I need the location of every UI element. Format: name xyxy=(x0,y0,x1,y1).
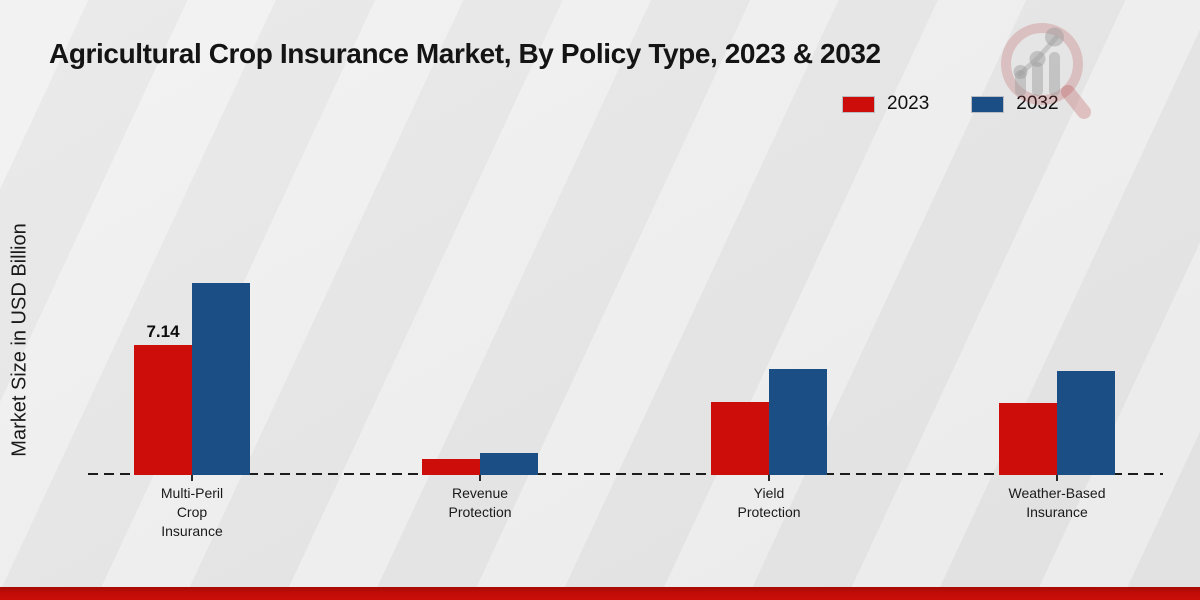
bar-2032-category-4 xyxy=(1057,371,1115,475)
legend-swatch-2032-icon xyxy=(971,95,1005,113)
x-axis-baseline xyxy=(88,473,1163,475)
category-label-3: Yield Protection xyxy=(737,485,801,520)
category-label-1: Multi-Peril Crop Insurance xyxy=(160,485,224,539)
legend-label-2032: 2032 xyxy=(1016,93,1059,114)
axis-tick xyxy=(1056,475,1058,481)
legend-swatch-2023-icon xyxy=(842,95,875,113)
bar-value-label: 7.14 xyxy=(146,322,180,341)
bar-2032-category-3 xyxy=(769,369,827,475)
axis-tick xyxy=(768,475,770,481)
category-label-4: Weather-Based Insurance xyxy=(1008,485,1106,520)
bottom-red-strip xyxy=(0,587,1200,600)
bar-2023-category-3 xyxy=(711,402,769,475)
magnifier-bar-chart-logo-icon xyxy=(1001,23,1091,119)
bar-2023-category-1 xyxy=(134,345,192,475)
legend: 2023 2032 xyxy=(842,93,1087,115)
legend-label-2023: 2023 xyxy=(887,93,930,114)
legend-item-2032: 2032 xyxy=(971,93,1059,115)
legend-item-2023: 2023 xyxy=(842,93,929,115)
bar-2032-category-1 xyxy=(192,283,250,475)
bar-2032-category-2 xyxy=(480,453,538,475)
category-label-2: Revenue Protection xyxy=(448,485,512,520)
axis-tick xyxy=(479,475,481,481)
bar-2023-category-2 xyxy=(422,459,480,475)
axis-tick xyxy=(191,475,193,481)
chart-title: Agricultural Crop Insurance Market, By P… xyxy=(49,38,881,69)
bar-2023-category-4 xyxy=(999,403,1057,475)
